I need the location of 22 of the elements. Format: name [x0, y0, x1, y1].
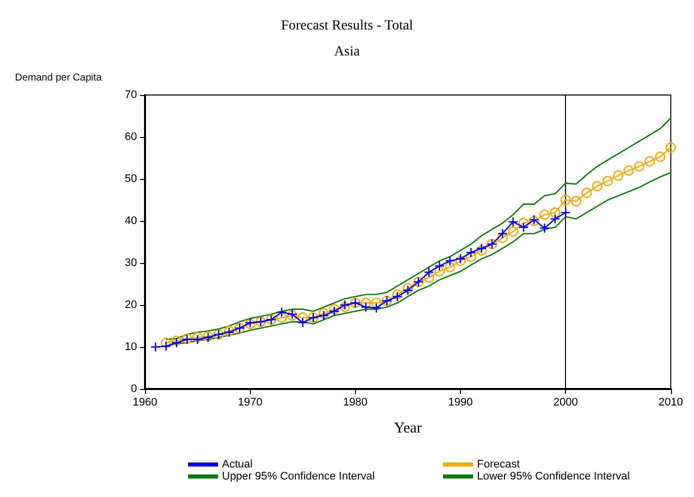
legend-label: Upper 95% Confidence Interval: [222, 470, 375, 482]
y-tick-label: 50: [124, 173, 137, 185]
chart-subtitle: Asia: [334, 44, 361, 60]
x-tick-label: 1990: [448, 396, 473, 408]
x-tick-label: 1960: [132, 396, 158, 408]
y-tick-label: 70: [124, 89, 137, 101]
chart-title: Forecast Results - Total: [280, 18, 414, 34]
legend-label: Lower 95% Confidence Interval: [477, 470, 630, 482]
y-tick-label: 10: [124, 341, 137, 353]
y-tick-label: 40: [124, 215, 137, 227]
x-tick-label: 2010: [658, 396, 684, 408]
y-tick-label: 0: [130, 383, 137, 395]
x-tick-label: 1970: [238, 396, 262, 408]
y-axis-title: Demand per Capita: [15, 72, 102, 84]
y-tick-label: 30: [124, 257, 137, 269]
y-tick-label: 20: [124, 299, 137, 311]
x-axis-title: Year: [394, 420, 422, 436]
x-tick-label: 1980: [343, 396, 368, 408]
y-tick-label: 60: [124, 131, 137, 143]
legend-label: Forecast: [477, 458, 520, 470]
x-tick-label: 2000: [553, 396, 578, 408]
legend-label: Actual: [222, 458, 253, 470]
